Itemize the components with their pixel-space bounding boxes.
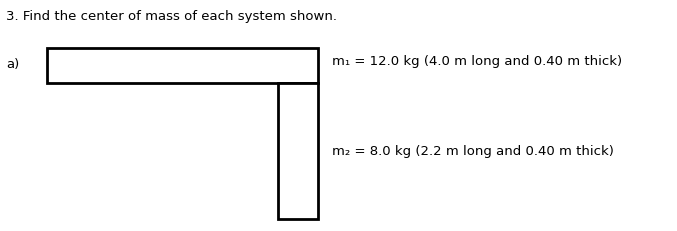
Text: 3. Find the center of mass of each system shown.: 3. Find the center of mass of each syste… [6, 10, 337, 23]
Text: a): a) [6, 58, 19, 71]
Bar [47, 48, 318, 83]
Bar [278, 83, 318, 219]
Text: m₂ = 8.0 kg (2.2 m long and 0.40 m thick): m₂ = 8.0 kg (2.2 m long and 0.40 m thick… [332, 146, 614, 158]
Text: m₁ = 12.0 kg (4.0 m long and 0.40 m thick): m₁ = 12.0 kg (4.0 m long and 0.40 m thic… [332, 55, 622, 69]
